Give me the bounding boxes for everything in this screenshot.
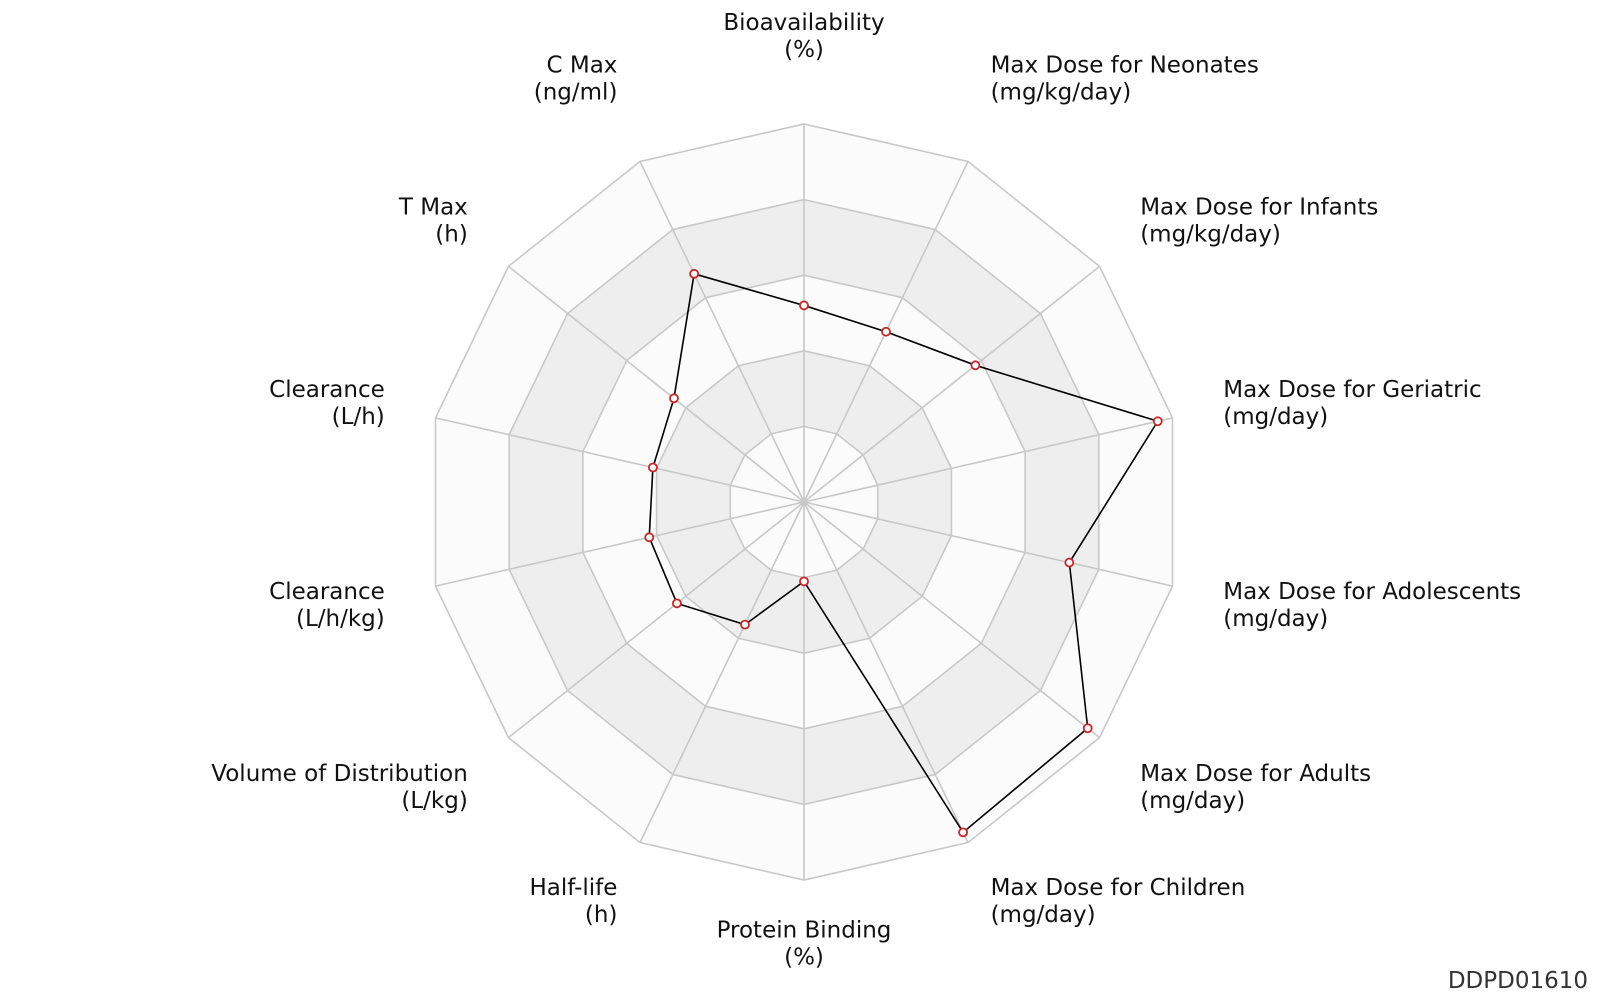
axis-label-name: Volume of Distribution	[211, 761, 468, 787]
axis-label-5: Max Dose for Adolescents(mg/day)	[1223, 579, 1521, 632]
axis-label-unit: (%)	[784, 944, 824, 970]
data-point-14	[689, 268, 700, 279]
axis-label-10: Volume of Distribution(L/kg)	[211, 761, 468, 814]
axis-label-name: Half-life	[529, 875, 617, 901]
data-point-5	[1064, 557, 1075, 568]
axis-spoke-11	[435, 501, 805, 587]
data-point-13	[669, 393, 679, 404]
axis-label-unit: (h)	[435, 222, 468, 248]
axis-label-unit: (mg/day)	[1140, 788, 1245, 814]
axis-spoke-5	[803, 501, 1173, 587]
axis-label-2: Max Dose for Neonates(mg/kg/day)	[991, 53, 1259, 106]
axis-label-unit: (mg/day)	[1223, 404, 1328, 430]
data-point-6	[1082, 723, 1093, 734]
axis-label-unit: (L/h/kg)	[296, 606, 385, 632]
axis-label-unit: (ng/ml)	[534, 80, 618, 106]
axis-label-8: Protein Binding(%)	[717, 917, 892, 970]
axis-spoke-4	[803, 417, 1173, 503]
axis-spoke-6	[803, 501, 1101, 739]
axis-label-name: Max Dose for Infants	[1140, 195, 1378, 221]
axis-label-name: T Max	[398, 195, 468, 221]
radar-spokes	[435, 124, 1173, 880]
axis-label-name: Clearance	[269, 377, 385, 403]
axis-label-12: Clearance(L/h)	[269, 377, 385, 430]
data-point-11	[644, 532, 655, 543]
axis-spoke-14	[639, 161, 805, 503]
data-point-4	[1152, 416, 1163, 427]
axis-label-unit: (h)	[585, 902, 618, 928]
axis-label-unit: (mg/day)	[991, 902, 1096, 928]
axis-label-name: Max Dose for Adolescents	[1223, 579, 1521, 605]
data-point-3	[970, 360, 981, 371]
axis-label-name: Clearance	[269, 579, 385, 605]
axis-label-name: Max Dose for Neonates	[991, 53, 1259, 79]
axis-label-3: Max Dose for Infants(mg/kg/day)	[1140, 195, 1378, 248]
axis-label-13: T Max(h)	[398, 195, 468, 248]
axis-label-11: Clearance(L/h/kg)	[269, 579, 385, 632]
radar-series	[644, 268, 1163, 838]
axis-label-9: Half-life(h)	[529, 875, 617, 928]
axis-label-4: Max Dose for Geriatric(mg/day)	[1223, 377, 1481, 430]
axis-label-unit: (mg/kg/day)	[991, 80, 1132, 106]
axis-label-14: C Max(ng/ml)	[534, 53, 618, 106]
axis-label-unit: (mg/kg/day)	[1140, 222, 1281, 248]
figure-id: DDPD01610	[1447, 968, 1588, 994]
axis-spoke-3	[803, 265, 1101, 503]
data-point-8	[799, 576, 809, 587]
axis-label-name: Protein Binding	[717, 917, 892, 943]
axis-label-6: Max Dose for Adults(mg/day)	[1140, 761, 1371, 814]
data-point-12	[648, 462, 658, 473]
data-point-2	[881, 326, 891, 337]
data-point-10	[672, 598, 682, 609]
data-point-1	[799, 300, 809, 311]
axis-label-unit: (mg/day)	[1223, 606, 1328, 632]
axis-label-unit: (L/h)	[332, 404, 385, 430]
axis-label-7: Max Dose for Children(mg/day)	[991, 875, 1246, 928]
axis-label-unit: (%)	[784, 37, 824, 63]
axis-spoke-13	[507, 265, 805, 503]
data-point-7	[958, 827, 968, 838]
axis-label-name: C Max	[547, 53, 618, 79]
axis-spoke-10	[507, 501, 805, 739]
axis-label-name: Bioavailability	[723, 10, 884, 36]
data-point-9	[740, 619, 750, 630]
axis-spoke-12	[435, 417, 805, 503]
axis-labels: Bioavailability(%)Max Dose for Neonates(…	[211, 10, 1521, 970]
axis-label-name: Max Dose for Adults	[1140, 761, 1371, 787]
axis-label-1: Bioavailability(%)	[723, 10, 884, 63]
axis-label-name: Max Dose for Children	[991, 875, 1246, 901]
axis-label-name: Max Dose for Geriatric	[1223, 377, 1481, 403]
axis-label-unit: (L/kg)	[401, 788, 467, 814]
axis-spoke-7	[803, 501, 969, 843]
axis-spoke-9	[639, 501, 805, 843]
